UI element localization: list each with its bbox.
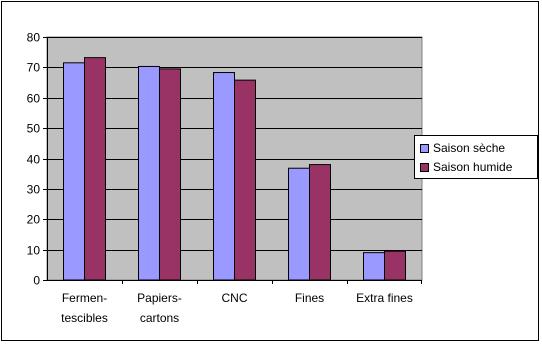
legend-swatch-saison-humide xyxy=(420,162,429,172)
bar-saison-humide-4 xyxy=(384,250,406,281)
x-tick-label-3-0: Fines xyxy=(295,291,324,305)
x-tick-label-0-0: Fermen- xyxy=(62,291,107,305)
x-tick-label-2-0: CNC xyxy=(222,291,248,305)
bar-saison-seche-2 xyxy=(213,72,235,281)
bar-saison-seche-3 xyxy=(288,167,310,281)
x-tick-label-0-1: tescibles xyxy=(61,311,108,325)
legend-label-saison-humide: Saison humide xyxy=(433,160,513,174)
legend: Saison sèche Saison humide xyxy=(414,135,538,179)
y-tick-label-10: 10 xyxy=(27,244,41,258)
y-tick-label-20: 20 xyxy=(27,213,41,227)
bar-saison-humide-2 xyxy=(234,79,256,281)
legend-item-saison-seche: Saison sèche xyxy=(420,140,505,156)
y-tick-label-40: 40 xyxy=(27,153,41,167)
y-tick-label-50: 50 xyxy=(27,122,41,136)
y-tick-label-60: 60 xyxy=(27,92,41,106)
x-tick-label-4-0: Extra fines xyxy=(356,291,413,305)
bar-saison-seche-4 xyxy=(363,252,385,281)
bar-saison-humide-3 xyxy=(309,164,331,281)
bar-saison-humide-0 xyxy=(84,57,106,281)
bar-saison-seche-1 xyxy=(138,65,160,281)
bar-saison-humide-1 xyxy=(159,68,181,281)
y-tick-label-80: 80 xyxy=(27,31,41,45)
bar-saison-seche-0 xyxy=(63,62,85,281)
legend-swatch-saison-seche xyxy=(420,143,429,153)
y-tick-label-70: 70 xyxy=(27,61,41,75)
legend-item-saison-humide: Saison humide xyxy=(420,159,512,175)
y-tick-label-0: 0 xyxy=(33,274,40,288)
y-tick-label-30: 30 xyxy=(27,183,41,197)
legend-label-saison-seche: Saison sèche xyxy=(433,141,506,155)
x-tick-label-1-0: Papiers- xyxy=(137,291,182,305)
x-tick-label-1-1: cartons xyxy=(140,311,179,325)
